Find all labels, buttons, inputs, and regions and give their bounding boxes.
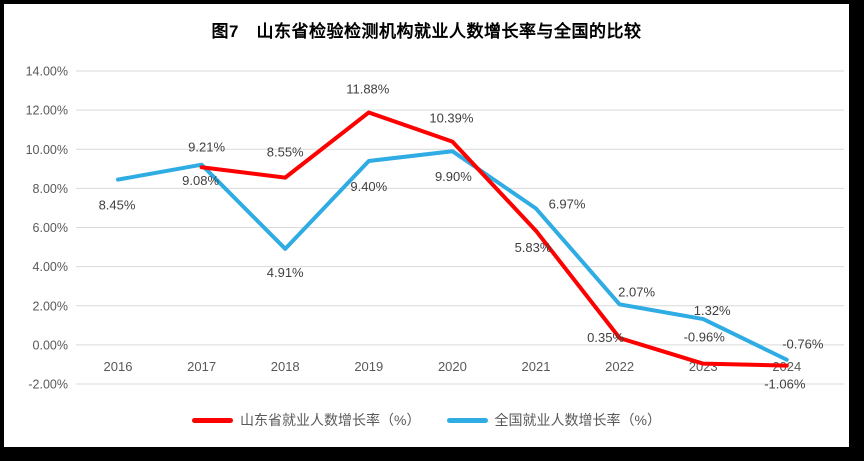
data-label: 9.08% (182, 173, 219, 188)
data-label: 9.40% (350, 179, 387, 194)
y-axis-tick-label: 10.00% (26, 143, 68, 157)
data-label: -0.76% (782, 337, 824, 352)
y-axis-tick-label: -2.00% (28, 378, 68, 392)
x-axis-tick-label: 2019 (354, 359, 383, 374)
y-axis-tick-label: 4.00% (33, 260, 68, 274)
chart-title: 图7 山东省检验检测机构就业人数增长率与全国的比较 (211, 22, 642, 41)
data-label: 2.07% (618, 284, 655, 299)
chart-canvas: 图7 山东省检验检测机构就业人数增长率与全国的比较 -2.00% 0.00% 2.0… (4, 4, 849, 447)
data-label: 4.91% (267, 265, 304, 280)
data-label: 8.45% (99, 198, 136, 213)
legend-item-national: 全国就业人数增长率（%） (446, 410, 661, 430)
x-axis-tick-label: 2018 (271, 359, 300, 374)
y-axis-tick-label: 12.00% (26, 104, 68, 118)
legend-label-national: 全国就业人数增长率（%） (494, 412, 661, 428)
data-label: 5.83% (515, 240, 552, 255)
legend: 山东省就业人数增长率（%） 全国就业人数增长率（%） (4, 410, 849, 430)
legend-label-shandong: 山东省就业人数增长率（%） (240, 412, 421, 428)
data-label: -1.06% (764, 377, 806, 392)
y-axis-tick-label: 8.00% (33, 182, 68, 196)
data-label: 11.88% (346, 81, 390, 96)
series-line-shandong (199, 110, 789, 368)
y-axis-tick-label: 14.00% (26, 65, 68, 79)
data-label: -0.96% (684, 330, 726, 345)
data-label: 6.97% (549, 197, 586, 212)
x-axis-tick-label: 2017 (187, 359, 216, 374)
series-line-national (116, 149, 789, 362)
y-axis-tick-label: 6.00% (33, 221, 68, 235)
data-label: 8.55% (267, 145, 304, 160)
x-axis-tick-label: 2021 (522, 359, 551, 374)
x-axis-tick-label: 2016 (104, 359, 133, 374)
data-label: 9.21% (188, 140, 225, 155)
legend-swatch-national (446, 417, 488, 423)
legend-item-shandong: 山东省就业人数增长率（%） (192, 410, 421, 430)
line-chart: -2.00% 0.00% 2.00% 4.00% 6.00% 8.00% 10.00% 12.… (26, 65, 844, 392)
y-axis-tick-label: 0.00% (33, 338, 68, 352)
data-label: 10.39% (429, 111, 474, 126)
x-axis-tick-label: 2022 (605, 359, 634, 374)
data-label: 9.90% (435, 169, 472, 184)
legend-swatch-shandong (192, 417, 234, 423)
data-label: 1.32% (694, 303, 731, 318)
x-axis-tick-label: 2020 (438, 359, 467, 374)
data-label: 0.35% (587, 330, 624, 345)
y-axis-tick-label: 2.00% (33, 299, 68, 313)
